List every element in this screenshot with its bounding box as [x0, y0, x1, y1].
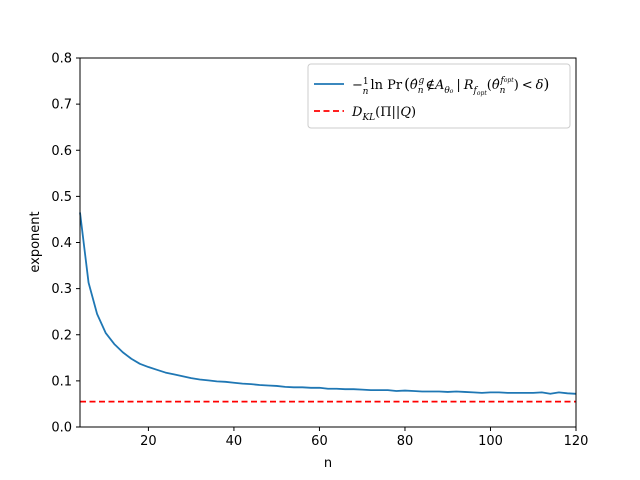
legend-label-series-1: −1 n ln Pr (θ̂ng∉Aθ₀ | Rfopt(θ̂nfopt) < δ): [352, 75, 549, 97]
x-tick-label: 20: [140, 434, 157, 449]
y-tick-label: 0.3: [51, 282, 72, 297]
series-layer: [79, 212, 577, 403]
y-tick-label: 0.2: [51, 328, 72, 343]
x-axis-label: n: [324, 456, 332, 471]
legend-label-series-2: DKL(Π||Q): [351, 105, 416, 123]
x-axis-ticks: 20 40 60 80 100 120: [140, 427, 588, 449]
x-tick-label: 60: [311, 434, 328, 449]
y-tick-label: 0.6: [51, 144, 72, 159]
y-tick-label: 0.4: [51, 236, 72, 251]
x-tick-label: 80: [397, 434, 414, 449]
y-tick-label: 0.7: [51, 98, 72, 113]
y-tick-label: 0.1: [51, 374, 72, 389]
x-tick-label: 40: [226, 434, 243, 449]
y-tick-label: 0.8: [51, 52, 72, 67]
y-axis-ticks: 0.0 0.1 0.2 0.3 0.4 0.5 0.6 0.7 0.8: [51, 52, 80, 436]
x-tick-label: 100: [478, 434, 503, 449]
y-tick-label: 0.0: [51, 421, 72, 436]
legend: −1 n ln Pr (θ̂ng∉Aθ₀ | Rfopt(θ̂nfopt) < δ) DKL(…: [307, 63, 571, 129]
series-line-1: [79, 212, 577, 395]
svg-text:DKL(Π||Q): DKL(Π||Q): [351, 105, 416, 123]
y-tick-label: 0.5: [51, 190, 72, 205]
x-tick-label: 120: [564, 434, 589, 449]
y-axis-label: exponent: [28, 211, 43, 272]
legend-box: [307, 63, 571, 129]
